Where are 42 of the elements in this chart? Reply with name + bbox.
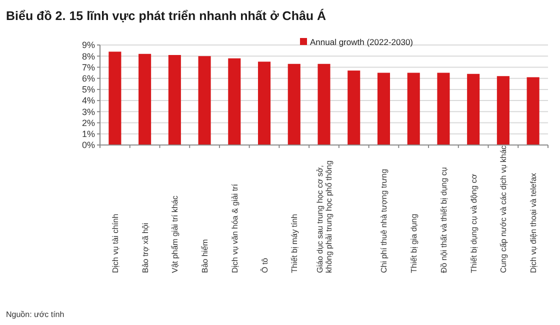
bar xyxy=(496,76,510,145)
x-tick-label: Bảo trợ xã hội xyxy=(140,222,150,273)
bar xyxy=(228,58,241,145)
x-tick-label: Chi phí thuê nhà tượng trưng xyxy=(380,168,389,273)
x-tick-label: Cung cấp nước và các dịch vụ khác xyxy=(499,145,508,273)
text: Nguồn: ước tính xyxy=(6,310,64,319)
y-tick-label: 0% xyxy=(82,140,95,150)
bar xyxy=(526,77,540,145)
bar xyxy=(437,72,450,145)
y-tick-label: 2% xyxy=(82,118,95,128)
bar xyxy=(138,54,152,145)
y-tick-label: 8% xyxy=(82,51,95,62)
y-tick-label: 9% xyxy=(82,40,95,50)
y-tick-label: 1% xyxy=(82,129,95,140)
bar xyxy=(467,74,480,145)
y-tick-label: 6% xyxy=(82,73,95,84)
x-tick-label: Dịch vụ văn hóa & giải trí xyxy=(230,183,240,273)
x-tick-label: Thiết bị gia dụng xyxy=(410,214,419,273)
bar xyxy=(168,55,181,145)
bar xyxy=(318,64,330,145)
x-tick-label: Vật phẩm giải trí khác xyxy=(170,196,180,273)
y-tick-label: 3% xyxy=(82,106,95,117)
bar xyxy=(198,56,211,145)
x-tick-label: Giáo dục sau trung học cơ sở, không phải trung học phổ thông xyxy=(316,160,334,273)
bar xyxy=(407,72,420,145)
x-tick-label: Bảo hiểm xyxy=(200,238,210,273)
bar xyxy=(258,62,271,145)
x-tick-label: Đồ nội thất và thiết bị dụng cụ xyxy=(439,167,448,273)
y-tick-label: 4% xyxy=(82,96,95,106)
x-tick-label: Thiết bị máy tính xyxy=(290,214,300,273)
legend-label: Annual growth (2022-2030) xyxy=(310,37,414,47)
y-tick-label: 5% xyxy=(82,84,95,95)
bar xyxy=(108,52,122,145)
x-tick-label: Dịch vụ điện thoại và telefax xyxy=(529,172,538,273)
bar xyxy=(348,70,360,145)
x-tick-label: Dịch vụ tài chính xyxy=(110,214,120,273)
x-tick-label: Thiết bị dụng cụ và động cơ xyxy=(469,173,478,273)
bar xyxy=(288,64,300,145)
chart-title: Biểu đồ 2. 15 lĩnh vực phát triển nhanh nhất ở Châu Á xyxy=(6,8,326,23)
y-tick-label: 7% xyxy=(82,62,95,72)
x-tick-label: Ô tô xyxy=(260,257,270,273)
bar xyxy=(377,72,390,145)
